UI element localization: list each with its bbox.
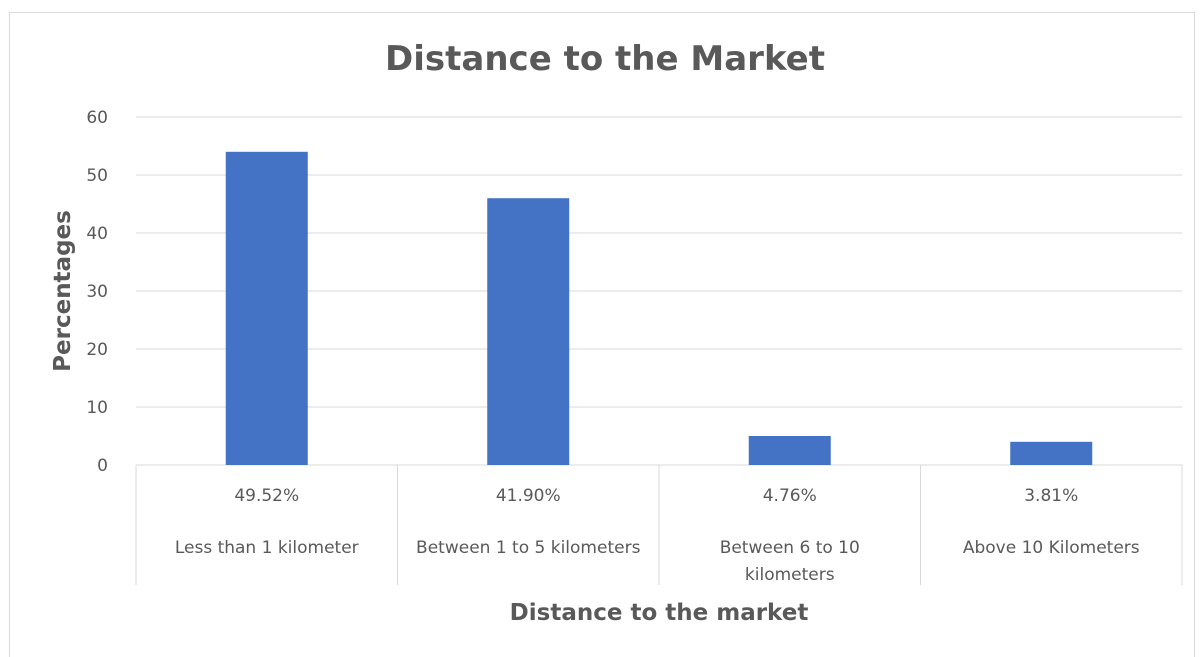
- category-table: 49.52% Less than 1 kilometer 41.90% Between…: [135, 465, 1183, 585]
- bar: [225, 151, 308, 466]
- y-tick-label: 50: [86, 166, 108, 186]
- y-axis-ticks: 0 10 20 30 40 50 60: [86, 108, 108, 476]
- category-label: Less than 1 kilometer: [175, 538, 359, 558]
- value-label: 49.52%: [234, 486, 299, 506]
- category-label: Between 6 to 10: [720, 538, 860, 558]
- category-label: Between 1 to 5 kilometers: [416, 538, 641, 558]
- y-tick-label: 40: [86, 224, 108, 244]
- bar: [1010, 441, 1093, 465]
- x-axis-title: Distance to the market: [510, 600, 809, 626]
- category-label: kilometers: [745, 565, 835, 585]
- y-tick-label: 30: [86, 282, 108, 302]
- bar: [748, 436, 831, 465]
- bar: [487, 198, 570, 465]
- bars: [225, 151, 1093, 466]
- chart-title: Distance to the Market: [385, 39, 825, 79]
- y-tick-label: 60: [86, 108, 108, 128]
- gridlines: [136, 116, 1182, 466]
- y-tick-label: 20: [86, 340, 108, 360]
- chart-frame: [9, 12, 1195, 657]
- y-axis-title: Percentages: [50, 210, 76, 372]
- y-tick-label: 0: [97, 456, 108, 476]
- value-label: 3.81%: [1024, 486, 1078, 506]
- category-label: Above 10 Kilometers: [963, 538, 1140, 558]
- y-tick-label: 10: [86, 398, 108, 418]
- value-label: 41.90%: [496, 486, 561, 506]
- value-label: 4.76%: [763, 486, 817, 506]
